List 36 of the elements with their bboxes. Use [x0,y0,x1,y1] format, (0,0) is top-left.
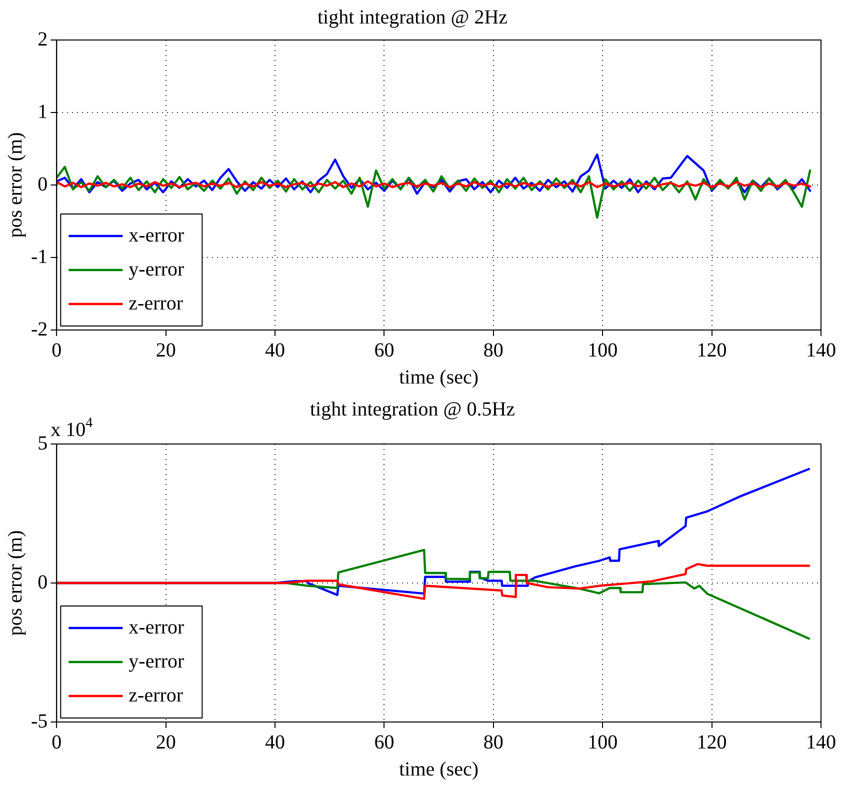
x-tick-label: 40 [265,731,286,754]
x-tick-label: 60 [374,731,394,754]
x-tick-label: 80 [483,339,504,362]
legend-label: x-error [128,224,185,246]
x-tick-label: 0 [52,731,62,754]
x-axis-title: time (sec) [399,366,479,388]
y-axis-title: pos error (m) [4,132,26,238]
x-tick-label: 20 [156,339,176,362]
x-tick-label: 100 [588,731,618,754]
y-tick-label: 1 [38,100,48,123]
legend-label: z-error [128,292,184,314]
y-tick-label: 0 [38,173,48,196]
x-tick-label: 120 [696,731,727,754]
y-tick-label: 2 [38,28,48,50]
x-tick-label: 140 [806,731,836,754]
y-tick-label: 5 [38,432,48,454]
chart-title: tight integration @ 2Hz [317,6,508,28]
x-tick-label: 80 [483,731,504,754]
legend-label: y-error [128,258,185,280]
x-axis-title: time (sec) [399,758,479,780]
y-tick-label: -1 [30,246,48,268]
y-tick-label: -2 [30,318,48,340]
x-tick-label: 0 [52,339,62,362]
legend-label: x-error [128,616,185,638]
x-tick-label: 100 [588,339,618,362]
x-tick-label: 20 [156,731,176,754]
y-tick-label: -5 [30,710,48,732]
x-tick-label: 120 [696,339,727,362]
chart-title: tight integration @ 0.5Hz [310,398,516,420]
x-tick-label: 140 [806,339,836,362]
legend-label: y-error [128,650,185,672]
x-tick-label: 60 [374,339,394,362]
y-tick-label: 0 [38,571,48,594]
y-axis-title: pos error (m) [4,530,26,636]
x-tick-label: 40 [265,339,286,362]
legend-label: z-error [128,684,184,706]
